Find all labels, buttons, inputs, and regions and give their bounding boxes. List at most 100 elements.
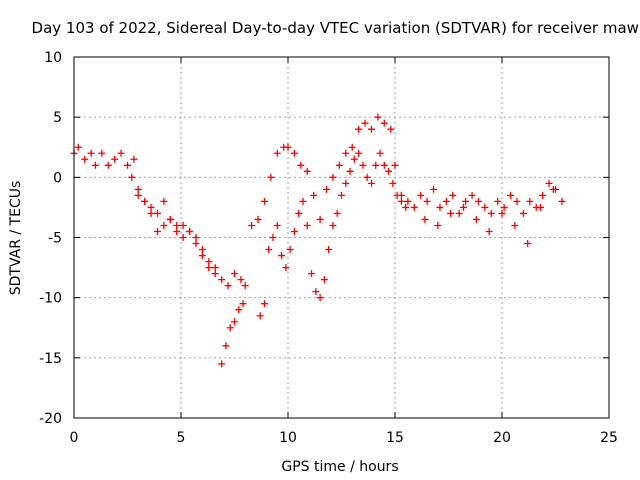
data-point-main	[124, 161, 131, 169]
data-point-secondary	[286, 246, 294, 254]
data-point-secondary	[147, 209, 155, 217]
data-point-secondary	[269, 234, 277, 241]
data-point-secondary	[447, 209, 455, 217]
x-tick-label: 25	[600, 430, 618, 446]
data-point-main	[391, 161, 399, 169]
data-point-main	[87, 149, 95, 157]
data-point-secondary	[308, 270, 316, 278]
data-point-main	[323, 185, 331, 193]
x-tick-label: 0	[70, 430, 79, 446]
data-point-main	[134, 185, 142, 193]
data-point-main	[248, 221, 256, 229]
data-point-main	[104, 161, 112, 169]
data-point-secondary	[205, 264, 213, 272]
data-point-secondary	[397, 197, 405, 205]
data-point-main	[348, 143, 356, 151]
data-point-secondary	[166, 215, 174, 223]
data-point-secondary	[376, 149, 384, 157]
data-point-secondary	[380, 161, 388, 169]
data-points	[70, 113, 566, 368]
data-point-main	[173, 227, 181, 235]
data-point-secondary	[355, 149, 363, 157]
data-point-main	[98, 149, 106, 157]
data-point-main	[241, 282, 249, 290]
data-point-main	[74, 143, 82, 151]
data-point-main	[130, 155, 138, 163]
data-point-main	[462, 197, 470, 205]
data-point-secondary	[333, 209, 341, 217]
axis-ticks: 0 5 10 15 20 25 -20 -15 -10 -5 0 5 10	[39, 50, 618, 446]
data-point-main	[260, 197, 268, 205]
data-point-main	[404, 197, 412, 205]
data-point-secondary	[239, 300, 247, 308]
data-point-main	[417, 191, 425, 199]
data-point-main	[147, 203, 155, 211]
data-point-secondary	[173, 221, 181, 229]
data-point-secondary	[459, 203, 467, 211]
data-point-main	[519, 209, 527, 217]
data-point-secondary	[316, 294, 324, 302]
data-point-secondary	[141, 197, 149, 205]
y-tick-label: -15	[39, 351, 62, 367]
data-point-main	[380, 119, 388, 127]
data-point-main	[237, 276, 245, 284]
data-point-secondary	[303, 221, 311, 229]
data-point-secondary	[312, 288, 320, 296]
data-point-main	[310, 191, 318, 199]
data-point-main	[342, 149, 350, 157]
data-point-main	[449, 191, 457, 199]
y-tick-label: -10	[39, 291, 62, 307]
data-point-main	[430, 185, 438, 193]
data-point-main	[545, 179, 553, 187]
data-point-main	[500, 203, 508, 211]
data-point-main	[367, 125, 375, 133]
y-tick-label: 10	[44, 50, 62, 66]
data-point-secondary	[537, 203, 545, 211]
x-tick-label: 20	[493, 430, 511, 446]
data-point-secondary	[329, 221, 337, 229]
data-point-secondary	[372, 161, 380, 169]
data-point-main	[474, 197, 482, 205]
data-point-main	[335, 161, 343, 169]
data-point-secondary	[338, 191, 345, 199]
y-tick-label: -5	[48, 231, 62, 247]
data-point-main	[361, 119, 369, 127]
data-point-main	[231, 270, 238, 278]
data-point-secondary	[367, 179, 375, 187]
grid-lines	[74, 57, 609, 418]
data-point-secondary	[260, 300, 268, 308]
data-point-secondary	[134, 191, 142, 199]
data-point-secondary	[226, 324, 234, 332]
data-point-main	[211, 264, 219, 272]
data-point-main	[494, 197, 502, 205]
data-point-main	[329, 173, 337, 181]
data-point-secondary	[235, 306, 243, 314]
data-point-main	[387, 125, 395, 133]
data-point-main	[290, 149, 298, 157]
data-point-secondary	[325, 246, 333, 254]
data-point-main	[192, 234, 200, 241]
x-tick-label: 5	[177, 430, 186, 446]
data-point-main	[153, 209, 161, 217]
x-tick-label: 15	[386, 430, 404, 446]
data-point-secondary	[389, 179, 397, 187]
data-point-secondary	[342, 179, 350, 187]
data-point-secondary	[359, 161, 367, 169]
data-point-secondary	[153, 227, 161, 235]
y-axis-label: SDTVAR / TECUs	[8, 181, 24, 296]
data-point-main	[297, 161, 305, 169]
data-point-main	[284, 143, 292, 151]
y-tick-label: 5	[53, 110, 62, 126]
data-point-main	[468, 191, 476, 199]
data-point-secondary	[485, 227, 493, 235]
data-point-secondary	[256, 312, 264, 320]
data-point-main	[481, 203, 489, 211]
data-point-secondary	[393, 191, 401, 199]
data-point-secondary	[385, 167, 393, 175]
data-point-secondary	[218, 360, 226, 368]
data-point-secondary	[192, 240, 200, 248]
data-point-main	[455, 209, 463, 217]
data-point-secondary	[290, 227, 298, 235]
data-point-main	[303, 167, 311, 175]
